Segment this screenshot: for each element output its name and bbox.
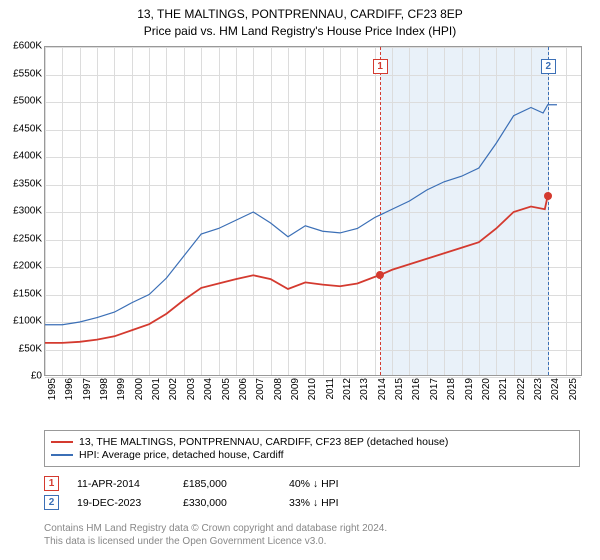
chart-container: 13, THE MALTINGS, PONTPRENNAU, CARDIFF, … bbox=[0, 0, 600, 560]
event-price-1: £185,000 bbox=[183, 478, 271, 490]
chart-area: 12 £0£50K£100K£150K£200K£250K£300K£350K£… bbox=[44, 46, 582, 396]
y-tick-label: £200K bbox=[13, 261, 42, 272]
legend-row-property: 13, THE MALTINGS, PONTPRENNAU, CARDIFF, … bbox=[51, 436, 573, 448]
x-tick-label: 2020 bbox=[481, 378, 492, 400]
chart-title: 13, THE MALTINGS, PONTPRENNAU, CARDIFF, … bbox=[0, 0, 600, 40]
legend-label-property: 13, THE MALTINGS, PONTPRENNAU, CARDIFF, … bbox=[79, 436, 448, 448]
x-tick-label: 1997 bbox=[82, 378, 93, 400]
x-tick-label: 1995 bbox=[47, 378, 58, 400]
x-tick-label: 2016 bbox=[411, 378, 422, 400]
x-tick-label: 1996 bbox=[64, 378, 75, 400]
x-tick-label: 2000 bbox=[134, 378, 145, 400]
event-row-2: 2 19-DEC-2023 £330,000 33% ↓ HPI bbox=[44, 495, 580, 510]
legend-label-hpi: HPI: Average price, detached house, Card… bbox=[79, 449, 284, 461]
y-tick-label: £350K bbox=[13, 178, 42, 189]
x-tick-label: 2007 bbox=[255, 378, 266, 400]
y-tick-label: £550K bbox=[13, 68, 42, 79]
y-tick-label: £300K bbox=[13, 206, 42, 217]
plot-marker-2: 2 bbox=[541, 59, 556, 74]
legend-swatch-hpi bbox=[51, 454, 73, 456]
event-delta-1: 40% ↓ HPI bbox=[289, 478, 377, 490]
y-tick-label: £500K bbox=[13, 96, 42, 107]
x-tick-label: 2002 bbox=[168, 378, 179, 400]
event-date-1: 11-APR-2014 bbox=[77, 478, 165, 490]
event-price-2: £330,000 bbox=[183, 497, 271, 509]
x-tick-label: 2011 bbox=[325, 378, 336, 400]
x-tick-label: 2009 bbox=[290, 378, 301, 400]
x-tick-label: 2025 bbox=[568, 378, 579, 400]
x-tick-label: 2018 bbox=[446, 378, 457, 400]
y-tick-label: £0 bbox=[31, 371, 42, 382]
plot-marker-1: 1 bbox=[373, 59, 388, 74]
property-line bbox=[45, 196, 552, 343]
x-tick-label: 2003 bbox=[186, 378, 197, 400]
event-marker-2: 2 bbox=[44, 495, 59, 510]
x-tick-label: 2022 bbox=[516, 378, 527, 400]
title-line-2: Price paid vs. HM Land Registry's House … bbox=[0, 23, 600, 40]
x-tick-label: 2004 bbox=[203, 378, 214, 400]
x-tick-label: 2006 bbox=[238, 378, 249, 400]
legend: 13, THE MALTINGS, PONTPRENNAU, CARDIFF, … bbox=[44, 430, 580, 467]
x-tick-label: 2015 bbox=[394, 378, 405, 400]
y-tick-label: £50K bbox=[19, 343, 42, 354]
x-tick-label: 2012 bbox=[342, 378, 353, 400]
plot-area: 12 bbox=[44, 46, 582, 376]
x-tick-label: 2013 bbox=[359, 378, 370, 400]
event-marker-1: 1 bbox=[44, 476, 59, 491]
x-tick-label: 1998 bbox=[99, 378, 110, 400]
x-tick-label: 2017 bbox=[429, 378, 440, 400]
footer-line-1: Contains HM Land Registry data © Crown c… bbox=[44, 522, 580, 535]
event-delta-2: 33% ↓ HPI bbox=[289, 497, 377, 509]
legend-row-hpi: HPI: Average price, detached house, Card… bbox=[51, 449, 573, 461]
transaction-dot bbox=[544, 192, 552, 200]
line-plot-svg bbox=[45, 47, 583, 377]
x-tick-label: 2024 bbox=[550, 378, 561, 400]
y-tick-label: £450K bbox=[13, 123, 42, 134]
x-tick-label: 2021 bbox=[498, 378, 509, 400]
y-tick-label: £100K bbox=[13, 316, 42, 327]
x-tick-label: 1999 bbox=[116, 378, 127, 400]
x-tick-label: 2019 bbox=[464, 378, 475, 400]
y-tick-label: £400K bbox=[13, 151, 42, 162]
hpi-line bbox=[45, 105, 557, 325]
event-row-1: 1 11-APR-2014 £185,000 40% ↓ HPI bbox=[44, 476, 580, 491]
title-line-1: 13, THE MALTINGS, PONTPRENNAU, CARDIFF, … bbox=[0, 6, 600, 23]
legend-swatch-property bbox=[51, 441, 73, 443]
x-tick-label: 2008 bbox=[273, 378, 284, 400]
events-table: 1 11-APR-2014 £185,000 40% ↓ HPI 2 19-DE… bbox=[44, 472, 580, 514]
x-tick-label: 2001 bbox=[151, 378, 162, 400]
footer: Contains HM Land Registry data © Crown c… bbox=[44, 522, 580, 548]
event-date-2: 19-DEC-2023 bbox=[77, 497, 165, 509]
x-tick-label: 2005 bbox=[221, 378, 232, 400]
y-tick-label: £600K bbox=[13, 41, 42, 52]
transaction-dot bbox=[376, 271, 384, 279]
y-tick-label: £150K bbox=[13, 288, 42, 299]
x-tick-label: 2023 bbox=[533, 378, 544, 400]
footer-line-2: This data is licensed under the Open Gov… bbox=[44, 535, 580, 548]
x-tick-label: 2014 bbox=[377, 378, 388, 400]
x-tick-label: 2010 bbox=[307, 378, 318, 400]
y-tick-label: £250K bbox=[13, 233, 42, 244]
